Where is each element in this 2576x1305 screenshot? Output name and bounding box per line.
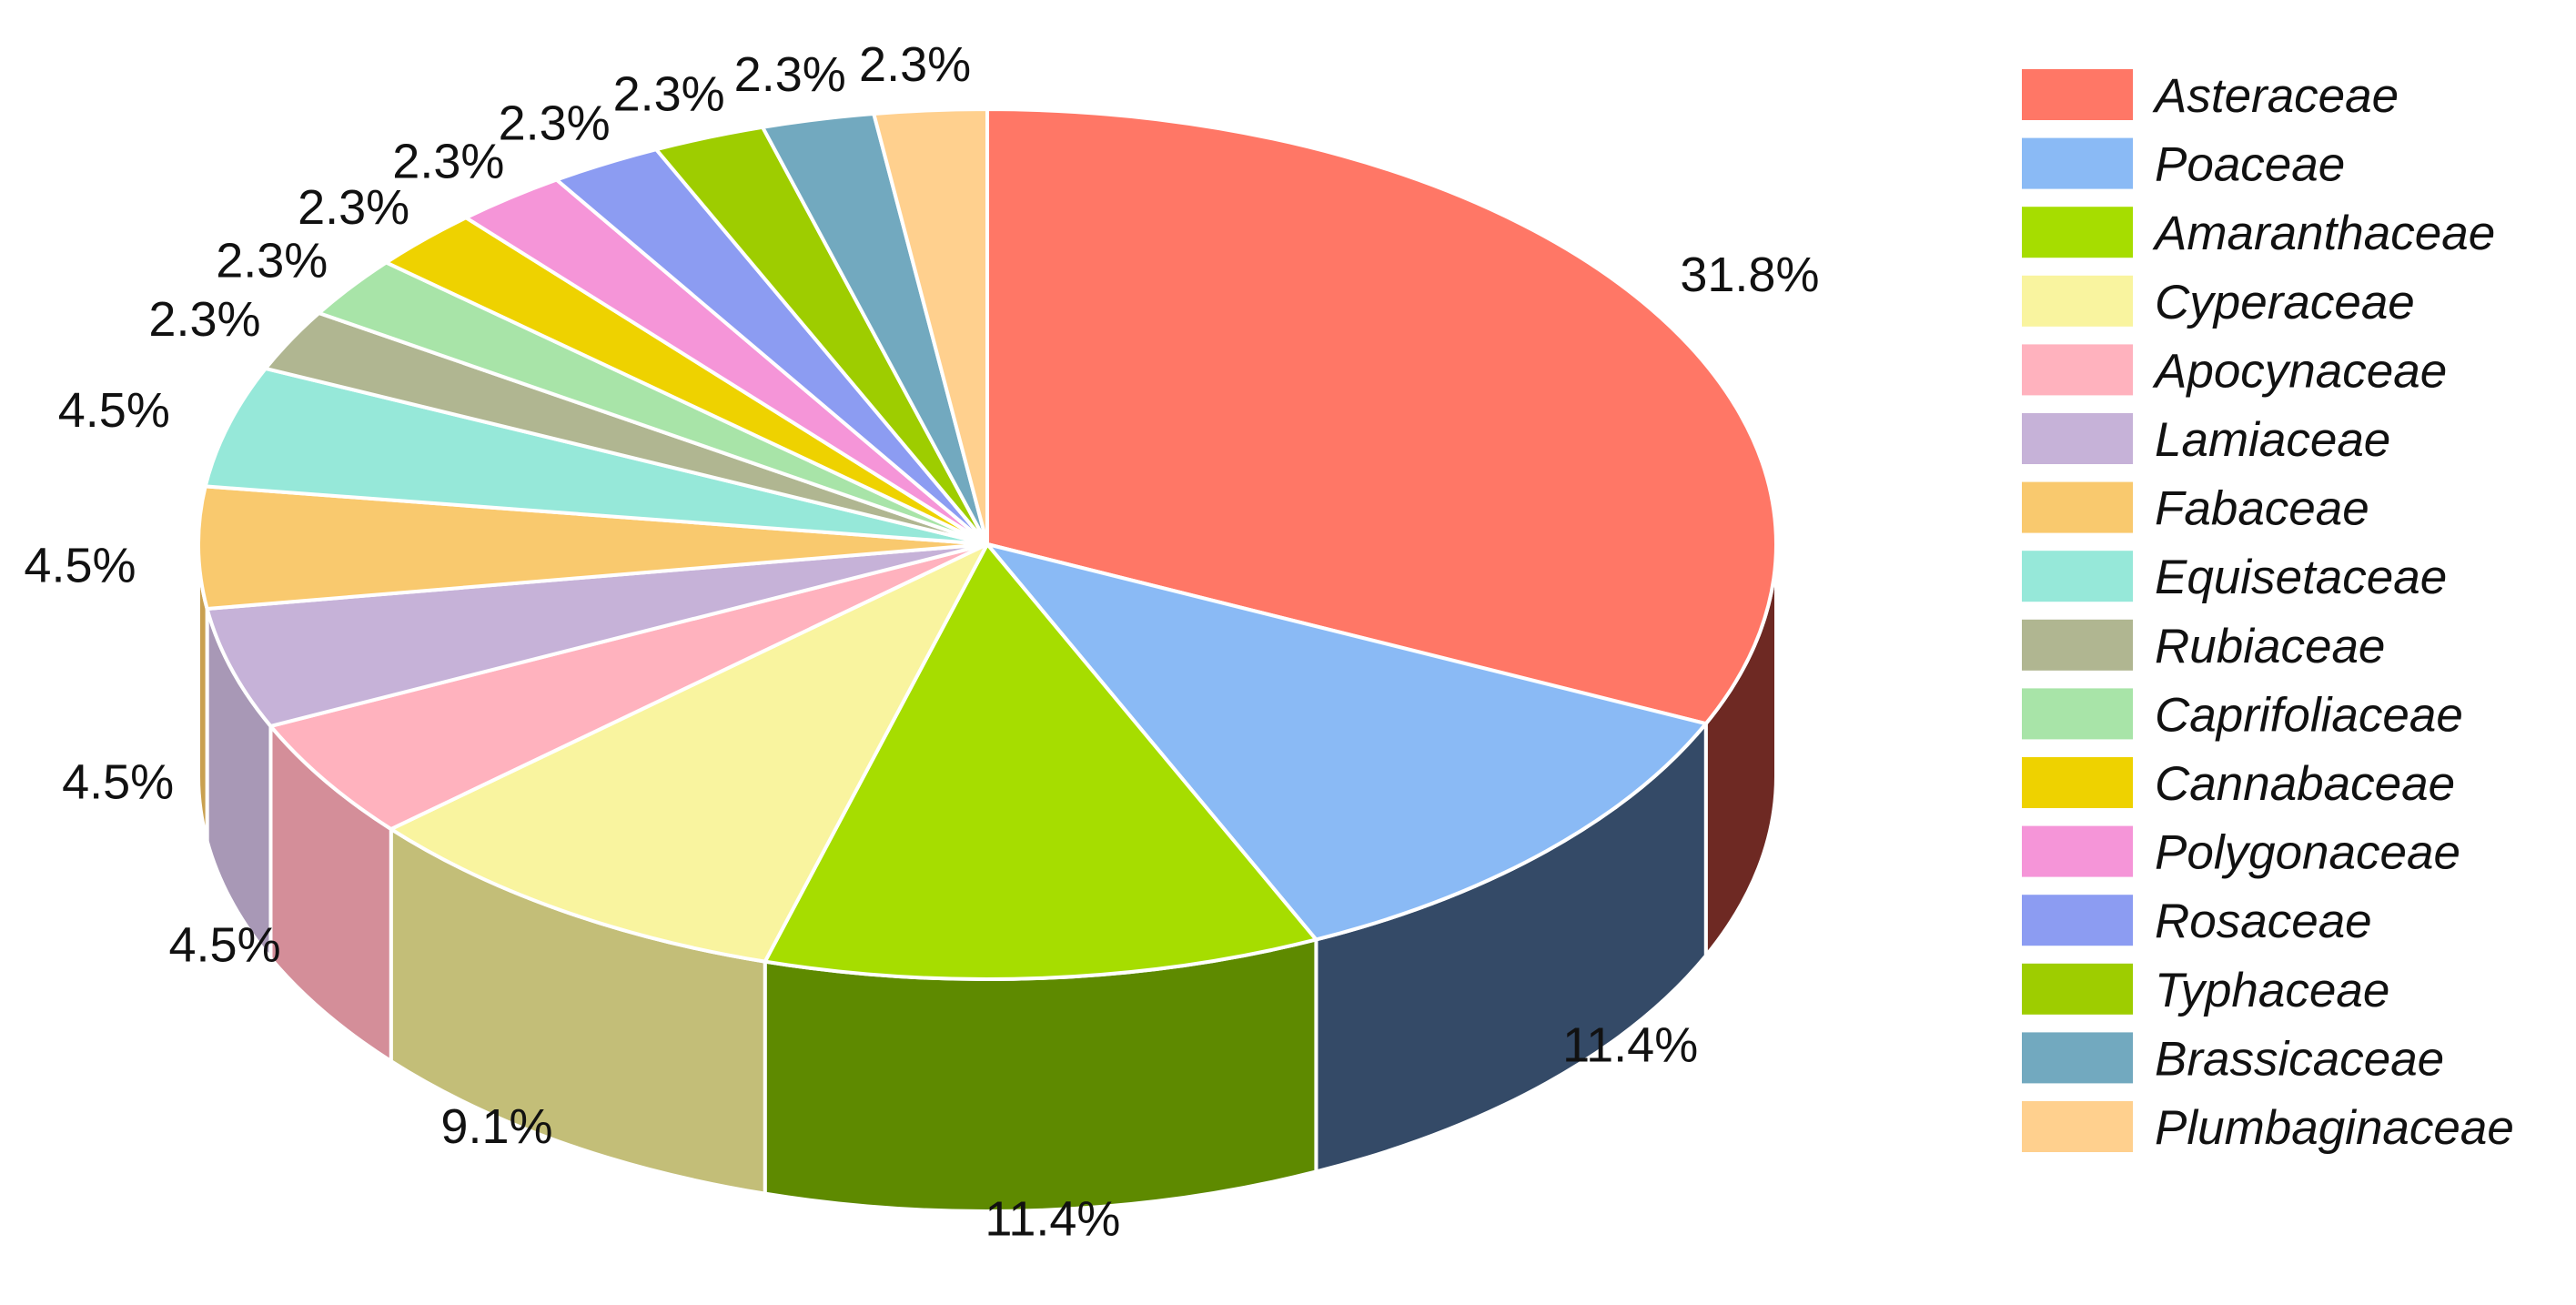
slice-apocynaceae [268,542,989,832]
slice-amaranthaceae [763,542,1318,981]
legend-swatch-apocynaceae [2022,344,2133,396]
slice-side-amaranthaceae [763,937,1318,1213]
slice-lamiaceae [205,542,989,728]
legend-swatch-brassicaceae [2022,1032,2133,1084]
legend-label-equisetaceae: Equisetaceae [2155,551,2447,604]
legend-swatch-fabaceae [2022,481,2133,533]
legend-swatch-typhaceae [2022,963,2133,1015]
slice-equisetaceae [203,366,989,546]
data-label-rubiaceae: 2.3% [148,292,260,347]
legend-label-brassicaceae: Brassicaceae [2155,1032,2444,1086]
data-label-typhaceae: 2.3% [613,67,725,122]
legend-label-fabaceae: Fabaceae [2155,482,2369,536]
pie-data-labels: 31.8%11.4%11.4%9.1%4.5%4.5%4.5%4.5%2.3%2… [24,37,1819,1246]
legend-swatch-polygonaceae [2022,825,2133,877]
legend-swatch-cyperaceae [2022,275,2133,327]
legend-label-apocynaceae: Apocynaceae [2152,344,2447,398]
data-label-caprifoliaceae: 2.3% [216,233,328,288]
legend-swatch-rubiaceae [2022,619,2133,671]
data-label-equisetaceae: 4.5% [58,383,170,438]
legend-swatch-amaranthaceae [2022,207,2133,258]
slice-fabaceae [197,484,989,611]
data-label-rosaceae: 2.3% [499,96,611,151]
pie-slices [197,107,1778,981]
legend-label-polygonaceae: Polygonaceae [2155,826,2460,880]
data-label-plumbaginaceae: 2.3% [859,37,971,92]
data-label-brassicaceae: 2.3% [734,47,846,102]
legend-swatch-equisetaceae [2022,551,2133,602]
legend-swatch-lamiaceae [2022,413,2133,464]
data-label-cannabaceae: 2.3% [298,180,409,235]
legend-label-cannabaceae: Cannabaceae [2155,757,2455,811]
data-label-poaceae: 11.4% [1562,1017,1698,1072]
legend-label-caprifoliaceae: Caprifoliaceae [2155,688,2463,742]
legend-label-plumbaginaceae: Plumbaginaceae [2155,1101,2514,1155]
legend: Asteraceae Poaceae Amaranthaceae Cyperaceae… [2022,69,2514,1155]
legend-label-cyperaceae: Cyperaceae [2155,276,2415,329]
legend-swatch-poaceae [2022,137,2133,189]
data-label-apocynaceae: 4.5% [169,918,281,973]
slice-plumbaginaceae [872,107,989,546]
slice-asteraceae [985,107,1778,726]
legend-label-asteraceae: Asteraceae [2152,69,2399,123]
slice-cyperaceae [389,542,989,964]
data-label-polygonaceae: 2.3% [392,135,504,189]
legend-label-typhaceae: Typhaceae [2155,964,2389,1017]
legend-swatch-cannabaceae [2022,757,2133,808]
legend-label-amaranthaceae: Amaranthaceae [2152,207,2495,260]
legend-label-lamiaceae: Lamiaceae [2155,413,2390,467]
legend-label-rosaceae: Rosaceae [2155,895,2372,948]
data-label-amaranthaceae: 11.4% [985,1191,1120,1246]
data-label-asteraceae: 31.8% [1680,248,1819,302]
data-label-lamiaceae: 4.5% [62,755,174,810]
legend-swatch-asteraceae [2022,69,2133,120]
legend-swatch-rosaceae [2022,895,2133,946]
data-label-cyperaceae: 9.1% [440,1099,552,1154]
legend-label-rubiaceae: Rubiaceae [2155,620,2385,673]
legend-swatch-caprifoliaceae [2022,688,2133,740]
legend-swatch-plumbaginaceae [2022,1101,2133,1152]
legend-label-poaceae: Poaceae [2155,138,2345,192]
data-label-fabaceae: 4.5% [24,538,136,592]
slice-poaceae [985,542,1708,942]
